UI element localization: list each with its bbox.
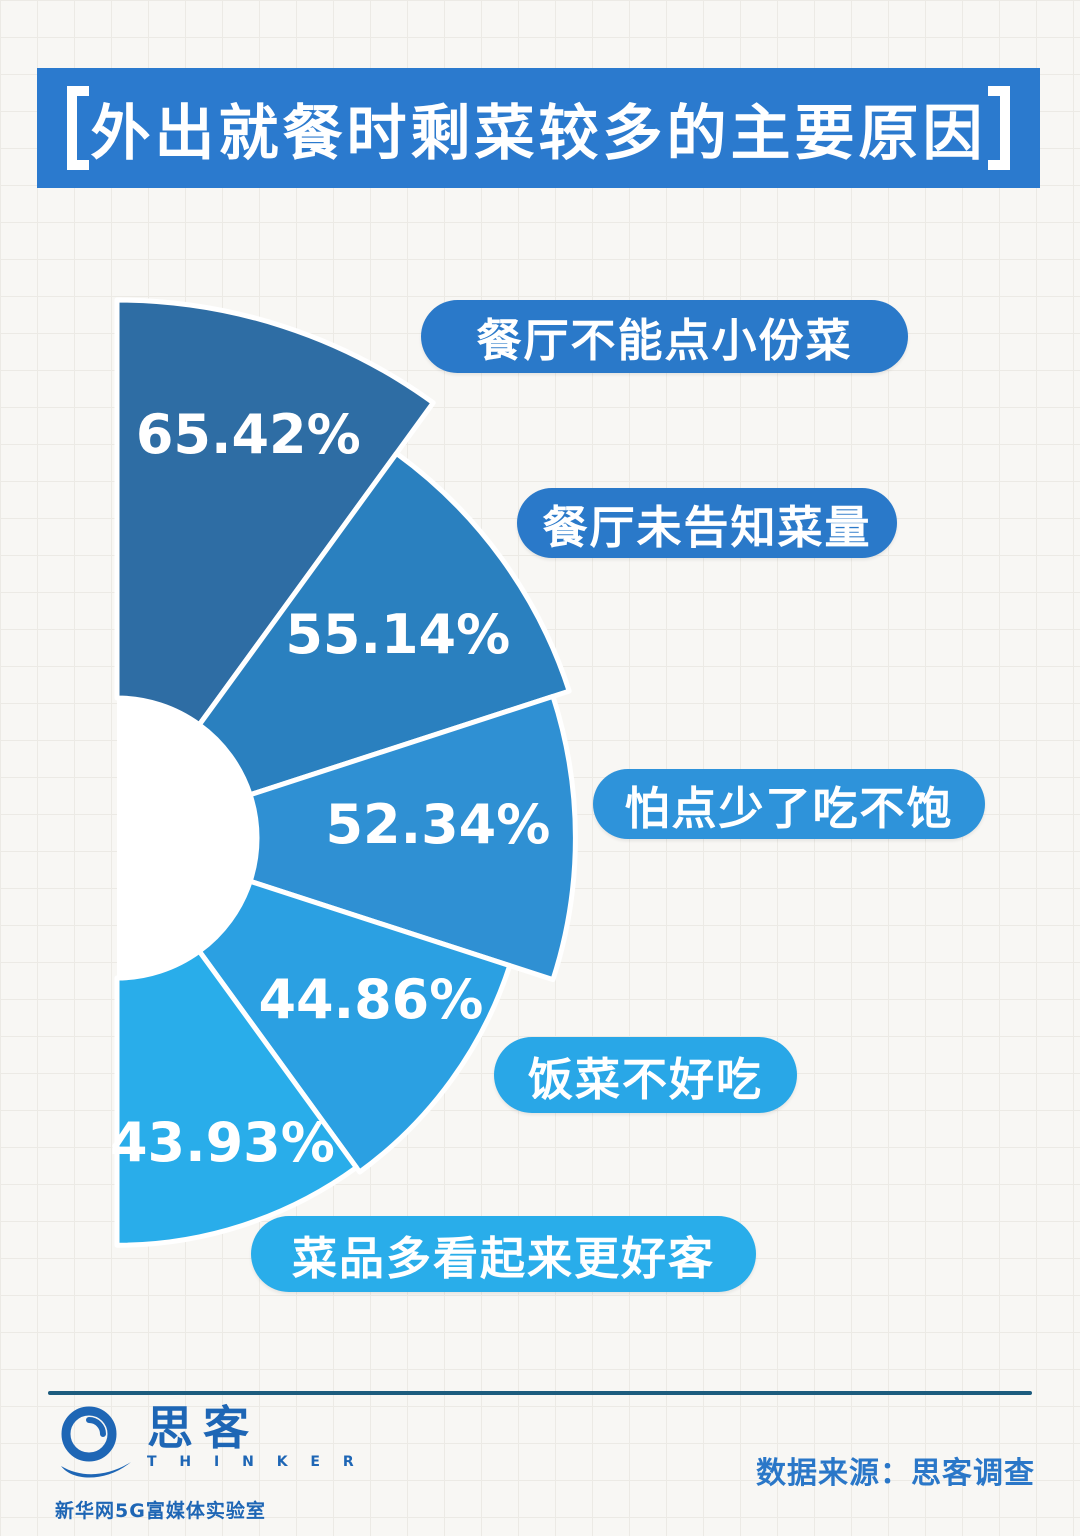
bracket-left-icon (67, 86, 89, 170)
category-pill-label: 菜品多看起来更好客 (291, 1231, 715, 1285)
bracket-right-icon (988, 86, 1010, 170)
slice-value-label: 52.34% (325, 793, 550, 856)
category-pill: 饭菜不好吃 (494, 1037, 797, 1113)
logo-org-text: 新华网5G富媒体实验室 (55, 1500, 266, 1522)
category-pill: 餐厅不能点小份菜 (421, 300, 908, 373)
rose-slice-3 (247, 693, 578, 983)
slice-value-label: 55.14% (285, 603, 510, 666)
rose-slice-2 (196, 450, 572, 798)
category-pill-label: 餐厅不能点小份菜 (476, 314, 853, 367)
category-pill: 怕点少了吃不饱 (593, 769, 985, 839)
slice-value-label: 65.42% (136, 403, 361, 466)
logo-en-text: T H I N K E R (147, 1454, 363, 1470)
rose-slice-4 (196, 878, 513, 1175)
thinker-logo-swirl-icon (61, 1406, 131, 1478)
slice-value-label: 43.93% (110, 1111, 335, 1174)
category-pill: 菜品多看起来更好客 (251, 1216, 756, 1292)
rose-slice-1 (114, 297, 436, 728)
category-pill-label: 饭菜不好吃 (527, 1052, 763, 1106)
footer-divider (48, 1391, 1032, 1395)
thinker-logo: 思客 T H I N K E R 新华网5G富媒体实验室 (55, 1404, 385, 1523)
category-pill: 餐厅未告知菜量 (517, 488, 897, 558)
title-banner: 外出就餐时剩菜较多的主要原因 (37, 68, 1040, 188)
rose-slice-5 (114, 948, 359, 1248)
category-pill-label: 餐厅未告知菜量 (542, 500, 872, 554)
slice-value-label: 44.86% (258, 968, 483, 1031)
data-source-note: 数据来源：思客调查 (756, 1456, 1035, 1491)
donut-hole (117, 698, 257, 978)
category-pill-label: 怕点少了吃不饱 (624, 781, 954, 835)
page-title: 外出就餐时剩菜较多的主要原因 (90, 98, 987, 169)
logo-cn-text: 思客 (147, 1401, 259, 1455)
